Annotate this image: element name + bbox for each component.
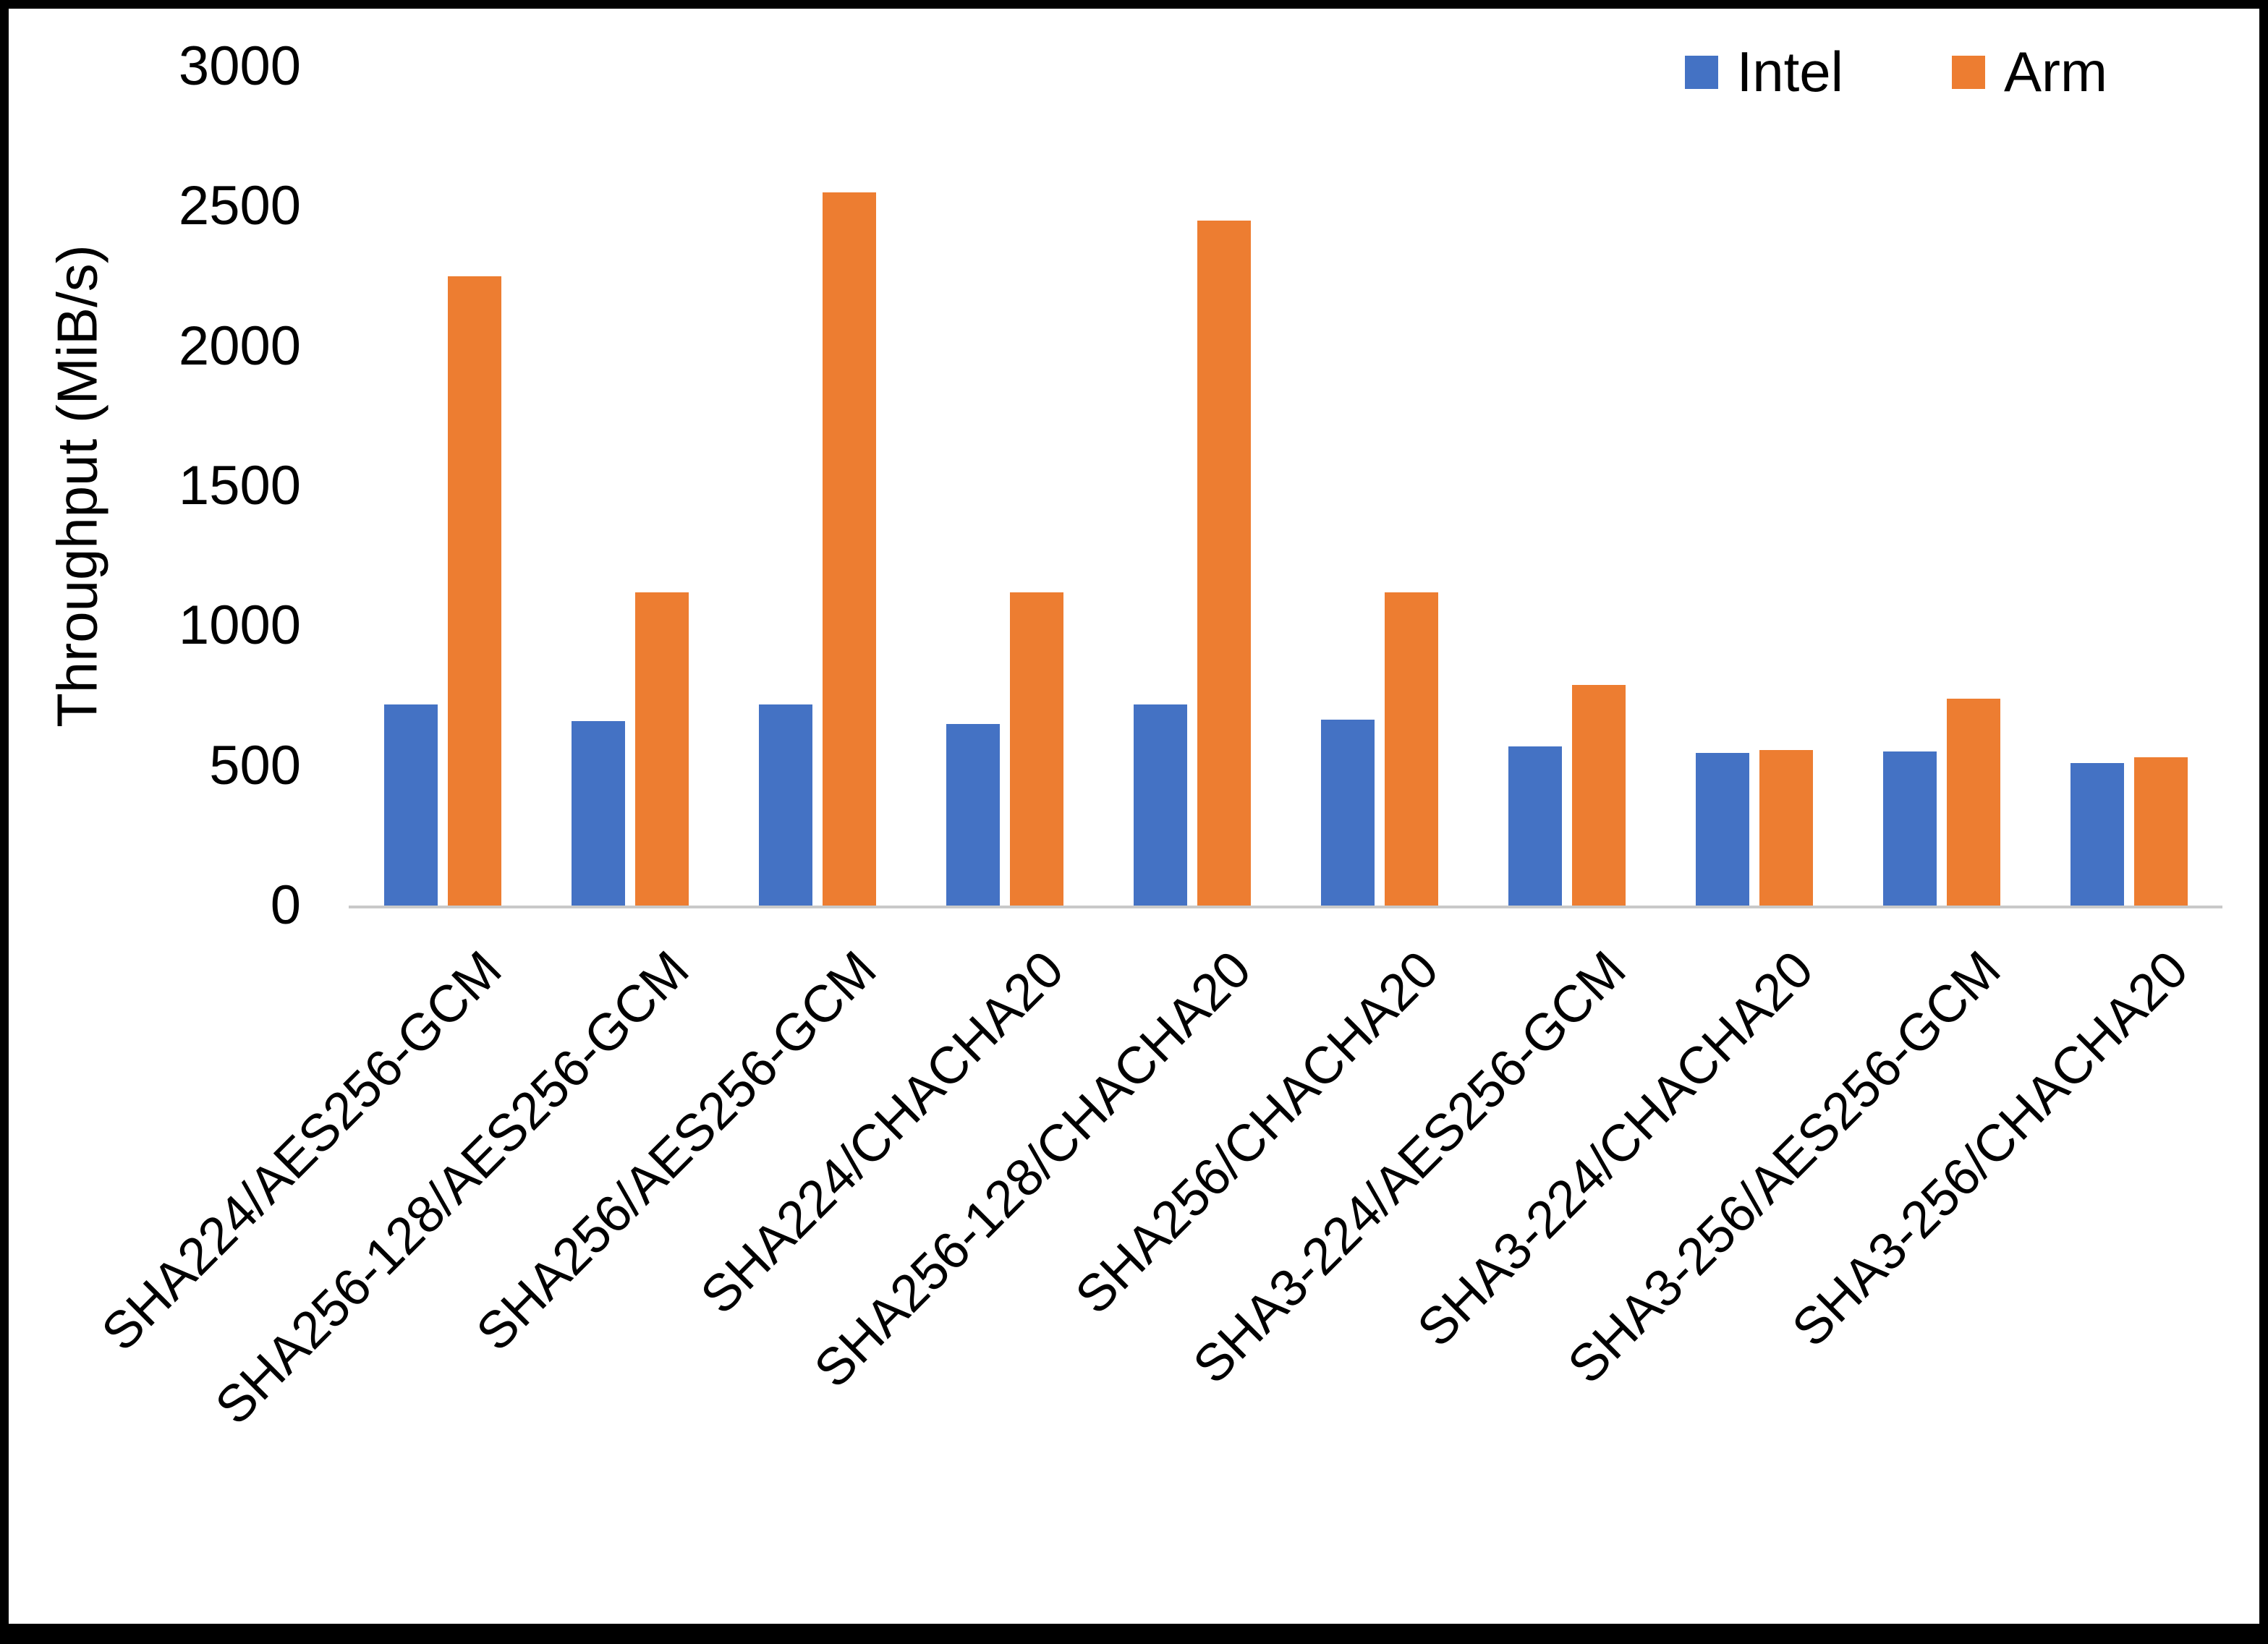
x-axis-label: SHA224/CHACHA20 xyxy=(689,940,1075,1325)
bar-group xyxy=(946,67,1063,906)
bar-intel xyxy=(946,723,1000,906)
bar-intel xyxy=(1133,704,1187,906)
y-tick-label: 2000 xyxy=(178,315,301,377)
legend-swatch-arm xyxy=(1952,55,1986,89)
bar-arm xyxy=(447,276,501,906)
bar-intel xyxy=(1320,719,1375,906)
bar-arm xyxy=(2133,757,2188,906)
y-tick-label: 3000 xyxy=(178,35,301,97)
y-tick-label: 1000 xyxy=(178,595,301,657)
bar-arm xyxy=(1197,220,1251,906)
bar-group xyxy=(383,67,501,906)
bar-arm xyxy=(1384,592,1438,906)
bar-group xyxy=(1320,67,1438,906)
bar-group xyxy=(1508,67,1626,906)
bar-arm xyxy=(822,192,876,906)
bar-intel xyxy=(2070,762,2124,906)
bar-arm xyxy=(1009,592,1063,906)
bar-arm xyxy=(634,592,689,906)
y-tick-label: 1500 xyxy=(178,455,301,516)
bar-intel xyxy=(758,704,812,906)
plot-area xyxy=(349,67,2222,908)
legend-label: Intel xyxy=(1736,40,1844,103)
bar-group xyxy=(1695,67,1813,906)
bar-intel xyxy=(1882,751,1937,906)
bar-intel xyxy=(383,704,438,906)
bar-group xyxy=(1133,67,1251,906)
bar-group xyxy=(758,67,876,906)
bar-group xyxy=(2070,67,2188,906)
bar-intel xyxy=(1508,746,1562,906)
y-axis: 0 500 1000 1500 2000 2500 3000 xyxy=(9,9,327,1021)
y-tick-label: 500 xyxy=(209,734,301,796)
bar-intel xyxy=(571,720,625,906)
legend: Intel Arm xyxy=(1684,39,2107,105)
y-tick-label: 2500 xyxy=(178,175,301,237)
legend-swatch-intel xyxy=(1684,55,1718,89)
bar-arm xyxy=(1571,684,1626,906)
bar-group xyxy=(571,67,689,906)
y-axis-title: Throughput (MiB/s) xyxy=(45,244,109,728)
bar-intel xyxy=(1695,753,1749,906)
x-axis-labels: SHA224/AES256-GCM SHA256-128/AES256-GCM SH… xyxy=(90,911,2222,1624)
bar-arm xyxy=(1946,698,2000,906)
x-axis-label: SHA256/CHACHA20 xyxy=(1064,940,1450,1325)
y-tick-label: 0 xyxy=(270,874,301,936)
bar-arm xyxy=(1759,750,1813,906)
bar-group xyxy=(1882,67,2000,906)
legend-label: Arm xyxy=(2004,40,2107,103)
legend-item-arm: Arm xyxy=(1952,39,2107,105)
legend-item-intel: Intel xyxy=(1684,39,1844,105)
